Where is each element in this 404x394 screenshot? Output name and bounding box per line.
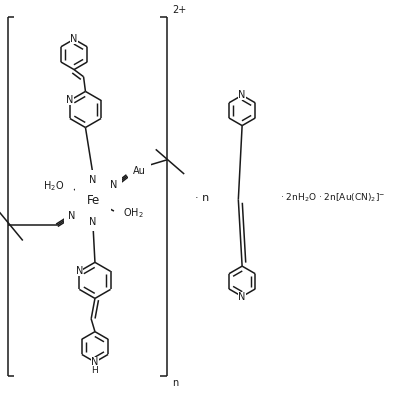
Text: OH$_2$: OH$_2$ <box>124 206 144 220</box>
Text: 2+: 2+ <box>172 6 186 15</box>
Text: N: N <box>91 357 99 367</box>
Text: N: N <box>238 292 246 301</box>
Text: Au: Au <box>133 166 146 176</box>
Text: N: N <box>110 180 118 190</box>
Text: N: N <box>70 34 78 44</box>
Text: N: N <box>76 266 83 276</box>
Text: n: n <box>172 378 178 388</box>
Text: N: N <box>68 211 76 221</box>
Text: Fe: Fe <box>86 194 100 207</box>
Text: · n: · n <box>195 193 209 203</box>
Text: N: N <box>238 90 246 100</box>
Text: N: N <box>66 95 74 106</box>
Text: H: H <box>92 366 98 375</box>
Text: · 2nH$_2$O · 2n[Au(CN)$_2$]$^{-}$: · 2nH$_2$O · 2n[Au(CN)$_2$]$^{-}$ <box>280 191 385 204</box>
Text: N: N <box>89 217 97 227</box>
Text: H$_2$O: H$_2$O <box>43 180 65 193</box>
Text: N: N <box>89 175 97 185</box>
